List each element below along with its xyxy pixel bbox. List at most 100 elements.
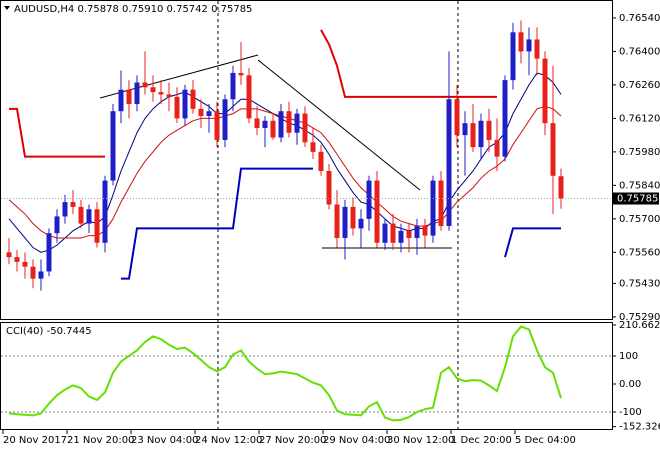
y-tick-label: -100 [619,407,642,418]
candle-body [262,120,268,128]
y-tick-label: 0.76260 [619,80,660,91]
candle-body [134,82,140,105]
y-tick-label: 0.75290 [619,312,660,323]
x-tick-label: 24 Nov 12:00 [195,435,262,446]
x-tick-label: 5 Dec 04:00 [515,435,576,446]
candle-body [230,72,236,100]
cci-header: CCI(40) -50.7445 [6,326,92,337]
candle-body [14,257,20,262]
candle-body [54,216,60,234]
candle-body [182,89,188,119]
chart-header: AUDUSD,H4 0.75878 0.75910 0.75742 0.7578… [14,4,252,15]
candle-body [430,180,436,236]
candle-body [454,99,460,136]
candle-body [422,226,428,236]
main-frame [0,0,613,320]
candle-body [126,89,132,105]
y-tick-label: 0.75430 [619,278,660,289]
candle-body [542,58,548,124]
candle-body [494,139,500,157]
candle-body [270,120,276,138]
indicator-line [121,167,561,280]
candle-body [142,82,148,88]
candle-body [102,180,108,243]
price-tag-bg [613,192,659,205]
candle-body [510,32,516,81]
candle-body [318,151,324,172]
candle-body [502,80,508,157]
candle-body [286,111,292,133]
y-tick-label: 0.76400 [619,46,660,57]
candle-body [462,123,468,136]
candle-body [118,89,124,112]
candle-body [358,218,364,229]
candle-body [238,72,244,76]
candle-body [326,171,332,205]
cci-title: CCI(40) [6,326,44,337]
x-tick-label: 1 Dec 20:00 [451,435,512,446]
candle-body [366,180,372,219]
x-tick-label: 30 Nov 12:00 [387,435,454,446]
x-tick-label: 23 Nov 04:00 [131,435,198,446]
candle-body [222,99,228,140]
candle-body [558,176,564,199]
candle-body [174,96,180,119]
candle-body [486,120,492,140]
x-tick-label: 29 Nov 04:00 [323,435,390,446]
symbol: AUDUSD,H4 [14,4,74,15]
candle-body [518,32,524,52]
candle-body [158,92,164,95]
candle-body [70,202,76,207]
candle-body [110,111,116,181]
x-tick-label: 21 Nov 20:00 [67,435,134,446]
candle-body [390,223,396,243]
candle-body [206,111,212,116]
y-tick-label: 210.6629 [619,320,660,331]
candle-body [78,206,84,224]
candle-body [350,206,356,229]
candle-body [534,39,540,59]
candle-body [382,223,388,243]
candle-body [414,226,420,238]
ohlc-label: 0.75910 [119,4,164,15]
y-tick-label: 0.76540 [619,13,660,24]
trendline [257,59,421,191]
y-tick-label: 0.75560 [619,247,660,258]
candle-body [302,113,308,143]
candle-body [342,206,348,238]
candle-body [62,202,68,217]
indicator-line [8,72,562,253]
candle-body [94,209,100,243]
candle-body [310,142,316,152]
x-tick-label: 20 Nov 2017 [3,435,67,446]
candle-body [438,180,444,227]
candle-body [86,209,92,224]
trendline [99,54,259,99]
candle-body [38,271,44,279]
ohlc-label: 0.75742 [163,4,208,15]
candle-body [198,108,204,116]
candle-body [526,39,532,52]
candle-body [6,252,12,258]
candle-body [190,89,196,109]
candle-body [550,123,556,176]
y-tick-label: 100 [619,351,638,362]
candle-body [278,111,284,138]
x-tick-label: 27 Nov 20:00 [259,435,326,446]
cci-value: -50.7445 [47,326,92,337]
candle-body [22,261,28,267]
candle-body [46,233,52,272]
indicator-line [8,105,562,239]
candle-body [446,99,452,227]
candle-body [470,123,476,148]
candle-body [374,180,380,243]
menu-arrow [4,6,10,10]
candle-body [334,204,340,238]
candle-body [214,111,220,140]
indicator-line [8,325,562,422]
candle-body [150,87,156,93]
marks: 0.76540 0.76400 0.76260 0.76120 0.75980 0.758… [1,13,660,446]
candle-body [166,94,172,97]
